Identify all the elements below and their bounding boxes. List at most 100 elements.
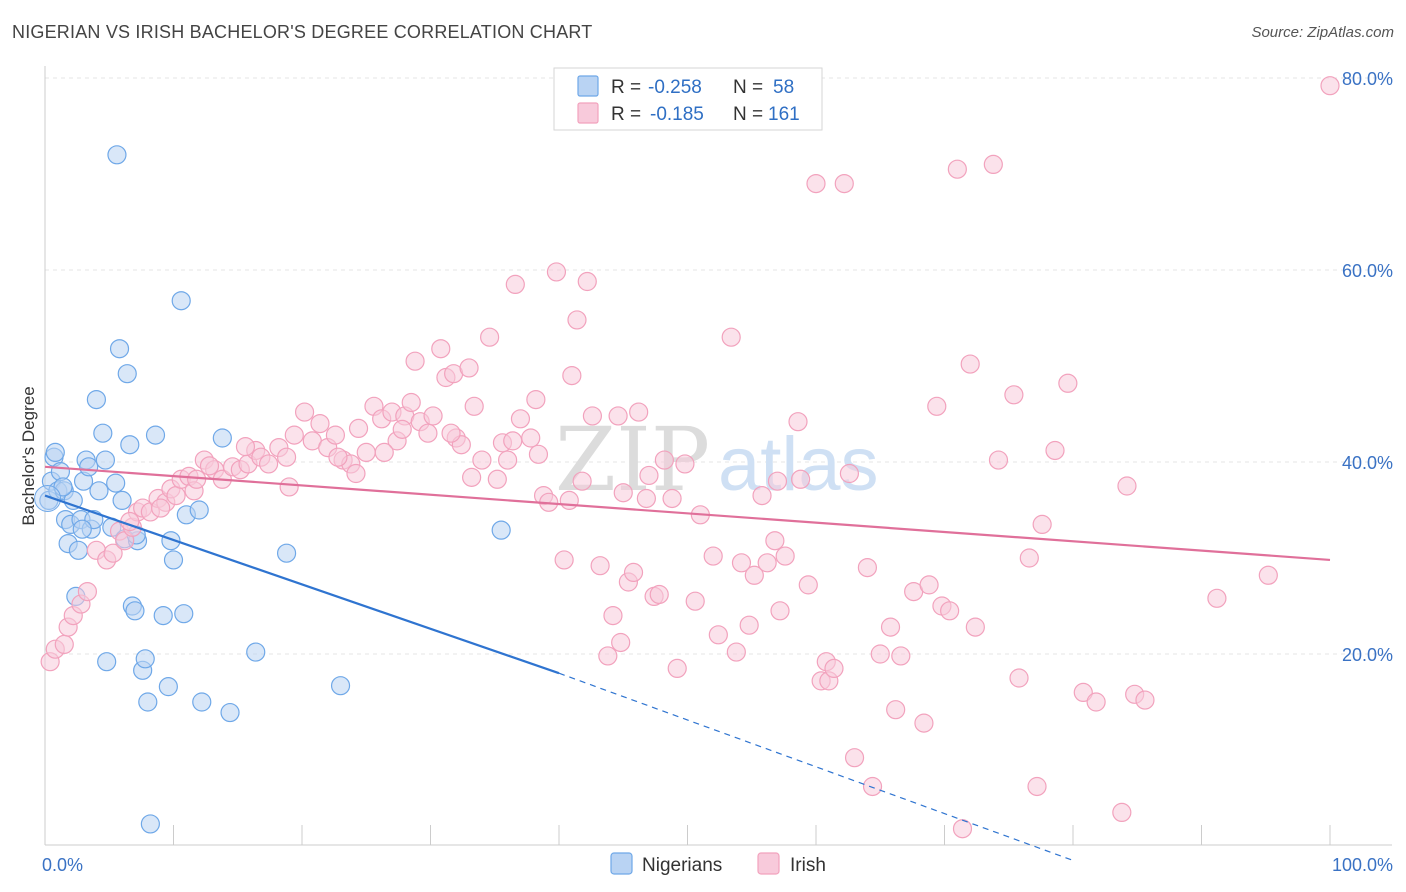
data-point-irish	[521, 428, 541, 448]
data-point-nigerians	[106, 473, 126, 493]
legend: R = -0.258 N = 58 R = -0.185 N = 161	[553, 67, 823, 131]
data-point-irish	[510, 409, 531, 429]
data-point-nigerians	[93, 423, 113, 443]
data-point-irish	[806, 174, 826, 194]
data-point-irish	[739, 615, 759, 635]
data-point-irish	[348, 418, 369, 438]
data-point-nigerians	[276, 543, 297, 563]
legend-box	[553, 67, 823, 131]
data-point-irish	[765, 531, 785, 551]
series-irish	[40, 76, 1340, 839]
bottom-legend-swatch-irish	[757, 852, 780, 875]
data-point-irish	[582, 406, 603, 426]
chart-title: NIGERIAN VS IRISH BACHELOR'S DEGREE CORR…	[12, 22, 593, 42]
data-point-irish	[151, 498, 171, 518]
data-point-irish	[1073, 682, 1093, 703]
data-point-irish	[567, 310, 587, 330]
data-point-irish	[613, 483, 633, 503]
data-point-irish	[279, 477, 299, 497]
data-point-irish	[1058, 373, 1078, 393]
data-point-irish	[328, 447, 348, 467]
data-point-irish	[639, 465, 659, 486]
legend-n-label: N =	[733, 104, 763, 125]
data-point-irish	[788, 412, 808, 432]
data-point-nigerians	[89, 481, 109, 501]
x-tick-labels: 0.0% 100.0%	[42, 855, 1393, 875]
data-point-irish	[459, 358, 479, 378]
data-point-irish	[919, 575, 939, 595]
legend-n-label: N =	[733, 77, 763, 98]
data-point-irish	[505, 274, 525, 294]
data-point-irish	[498, 450, 518, 470]
data-point-irish	[775, 546, 795, 566]
trend-line-nigerians-extension	[558, 672, 1074, 861]
data-point-irish	[770, 601, 790, 621]
data-point-irish	[623, 562, 644, 583]
data-point-irish	[708, 625, 728, 645]
bottom-legend-nigerians: Nigerians	[642, 855, 722, 876]
data-point-irish	[685, 591, 705, 611]
data-point-irish	[235, 437, 256, 457]
data-point-irish	[310, 414, 330, 434]
data-point-irish	[726, 642, 746, 662]
data-point-irish	[790, 469, 811, 489]
data-point-irish	[405, 351, 425, 371]
data-point-nigerians	[491, 520, 511, 540]
data-point-irish	[418, 423, 438, 443]
data-point-irish	[562, 366, 582, 386]
data-point-irish	[960, 354, 980, 374]
data-point-irish	[554, 550, 574, 570]
data-point-irish	[480, 327, 500, 347]
data-point-irish	[590, 556, 610, 576]
data-point-nigerians	[125, 601, 145, 621]
data-point-irish	[462, 467, 482, 487]
legend-n-value: 58	[773, 77, 794, 98]
data-point-irish	[199, 456, 220, 476]
data-point-irish	[914, 713, 934, 733]
data-point-irish	[1207, 588, 1227, 608]
data-point-irish	[1117, 476, 1137, 496]
data-point-irish	[577, 271, 597, 292]
data-point-nigerians	[174, 604, 194, 624]
data-point-irish	[752, 486, 772, 506]
data-point-irish	[441, 423, 461, 443]
data-point-nigerians	[330, 676, 351, 696]
data-point-irish	[703, 546, 723, 566]
data-point-irish	[927, 396, 947, 416]
data-point-irish	[824, 658, 844, 679]
data-point-irish	[611, 632, 631, 653]
data-point-nigerians	[68, 540, 89, 560]
data-point-irish	[472, 450, 492, 470]
trend-line-nigerians	[44, 494, 560, 675]
legend-r-value: -0.185	[650, 104, 704, 125]
legend-swatch-nigerians	[577, 75, 599, 97]
legend-r-label: R =	[611, 77, 641, 98]
data-point-nigerians	[163, 550, 184, 570]
y-axis-label: Bachelor's Degree	[19, 386, 38, 525]
data-point-irish	[598, 646, 618, 666]
data-point-nigerians	[189, 500, 209, 520]
data-point-irish	[77, 581, 98, 602]
data-point-irish	[675, 454, 695, 474]
data-point-irish	[284, 425, 304, 445]
data-point-nigerians	[120, 435, 140, 455]
data-point-irish	[744, 565, 764, 585]
data-point-nigerians	[95, 450, 115, 470]
grid	[45, 77, 1392, 655]
data-point-irish	[721, 327, 741, 347]
y-tick-label: 20.0%	[1342, 645, 1393, 665]
data-point-irish	[166, 486, 186, 506]
data-point-nigerians	[135, 649, 155, 669]
data-point-irish	[356, 442, 376, 462]
data-point-irish	[546, 262, 567, 282]
data-point-nigerians	[112, 490, 132, 510]
data-point-nigerians	[145, 425, 166, 445]
y-tick-label: 80.0%	[1342, 69, 1393, 89]
data-point-irish	[667, 658, 687, 679]
legend-r-value: -0.258	[648, 77, 702, 98]
data-point-irish	[891, 646, 911, 666]
data-point-irish	[103, 543, 123, 563]
data-point-irish	[965, 617, 985, 637]
y-tick-labels: 20.0% 40.0% 60.0% 80.0%	[1342, 69, 1393, 665]
